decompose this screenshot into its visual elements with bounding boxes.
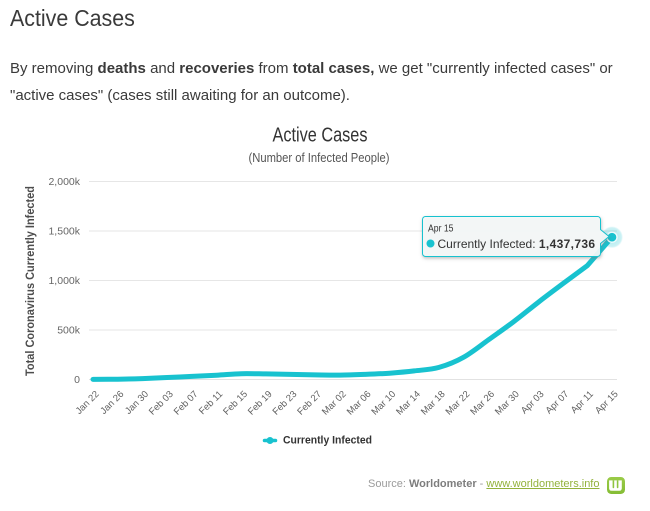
svg-text:(Number of Infected People): (Number of Infected People) [249, 151, 390, 165]
svg-text:Feb 11: Feb 11 [197, 389, 225, 417]
svg-text:Apr 07: Apr 07 [544, 389, 572, 417]
svg-text:Feb 03: Feb 03 [147, 389, 176, 418]
svg-text:Mar 02: Mar 02 [320, 389, 349, 418]
svg-text:Mar 30: Mar 30 [493, 389, 522, 418]
svg-text:Apr 15: Apr 15 [593, 389, 621, 417]
svg-text:Feb 07: Feb 07 [172, 389, 201, 418]
svg-text:Jan 30: Jan 30 [123, 389, 151, 417]
svg-text:Apr 11: Apr 11 [569, 389, 596, 416]
svg-text:Feb 15: Feb 15 [221, 389, 250, 418]
svg-text:Mar 18: Mar 18 [419, 389, 448, 418]
svg-text:Apr 03: Apr 03 [519, 389, 547, 417]
svg-text:500k: 500k [57, 325, 81, 337]
svg-text:Currently Infected: Currently Infected [283, 435, 372, 447]
svg-text:2,000k: 2,000k [48, 176, 80, 188]
svg-text:Jan 22: Jan 22 [74, 389, 102, 417]
svg-text:Jan 26: Jan 26 [98, 389, 126, 417]
svg-text:1,500k: 1,500k [48, 226, 80, 238]
svg-text:0: 0 [74, 374, 80, 386]
svg-text:Mar 14: Mar 14 [394, 389, 423, 418]
svg-text:Feb 19: Feb 19 [246, 389, 275, 418]
svg-text:Total Coronavirus Currently In: Total Coronavirus Currently Infected [25, 186, 37, 376]
svg-text:1,000k: 1,000k [48, 275, 80, 287]
svg-text:Mar 22: Mar 22 [444, 389, 473, 418]
svg-text:Feb 27: Feb 27 [295, 389, 324, 418]
svg-text:Currently Infected: 1,437,736: Currently Infected: 1,437,736 [438, 237, 596, 251]
svg-text:Active Cases: Active Cases [273, 125, 368, 147]
svg-text:Feb 23: Feb 23 [271, 389, 300, 418]
svg-text:Mar 06: Mar 06 [345, 389, 374, 418]
svg-text:Mar 26: Mar 26 [468, 389, 497, 418]
svg-text:Mar 10: Mar 10 [370, 389, 399, 418]
svg-text:Apr 15: Apr 15 [428, 224, 454, 235]
